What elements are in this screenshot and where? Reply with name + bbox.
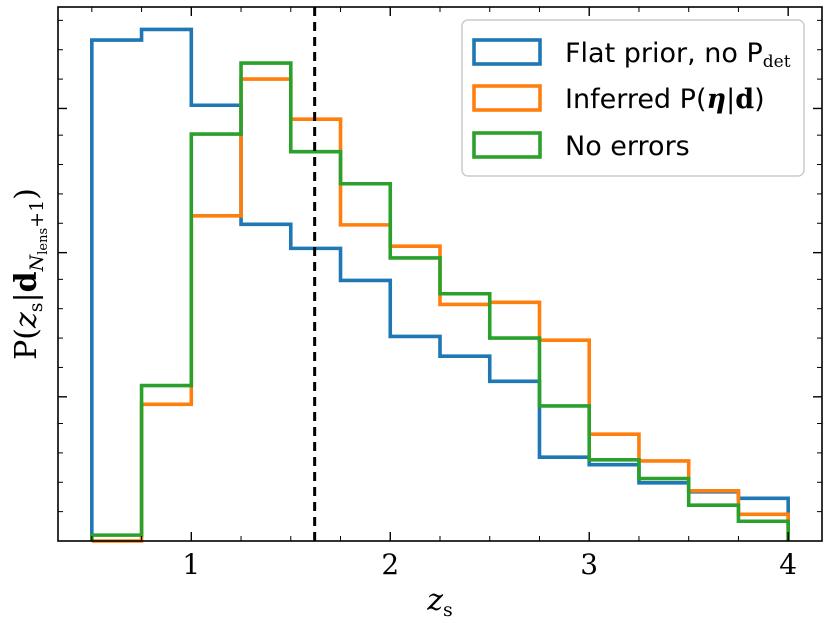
x-tick-label: 1 (182, 548, 200, 581)
legend-swatch-2 (472, 84, 542, 112)
legend-label-2: Inferred P(η|d) (565, 84, 765, 115)
x-tick-label: 3 (580, 548, 598, 581)
legend-swatch-1 (472, 38, 542, 66)
y-axis-label: P(zs|dNlens+1) (9, 188, 51, 360)
x-axis-label: zs (426, 583, 453, 621)
histogram-series-3 (90, 61, 790, 541)
legend-swatch-3 (472, 131, 542, 159)
x-tick-label: 2 (381, 548, 399, 581)
legend-box (461, 19, 805, 177)
histogram-series-2 (91, 77, 790, 543)
x-tick-label: 4 (779, 548, 797, 581)
legend-label-1: Flat prior, no Pdet (565, 38, 791, 72)
legend-label-3: No errors (565, 131, 690, 162)
